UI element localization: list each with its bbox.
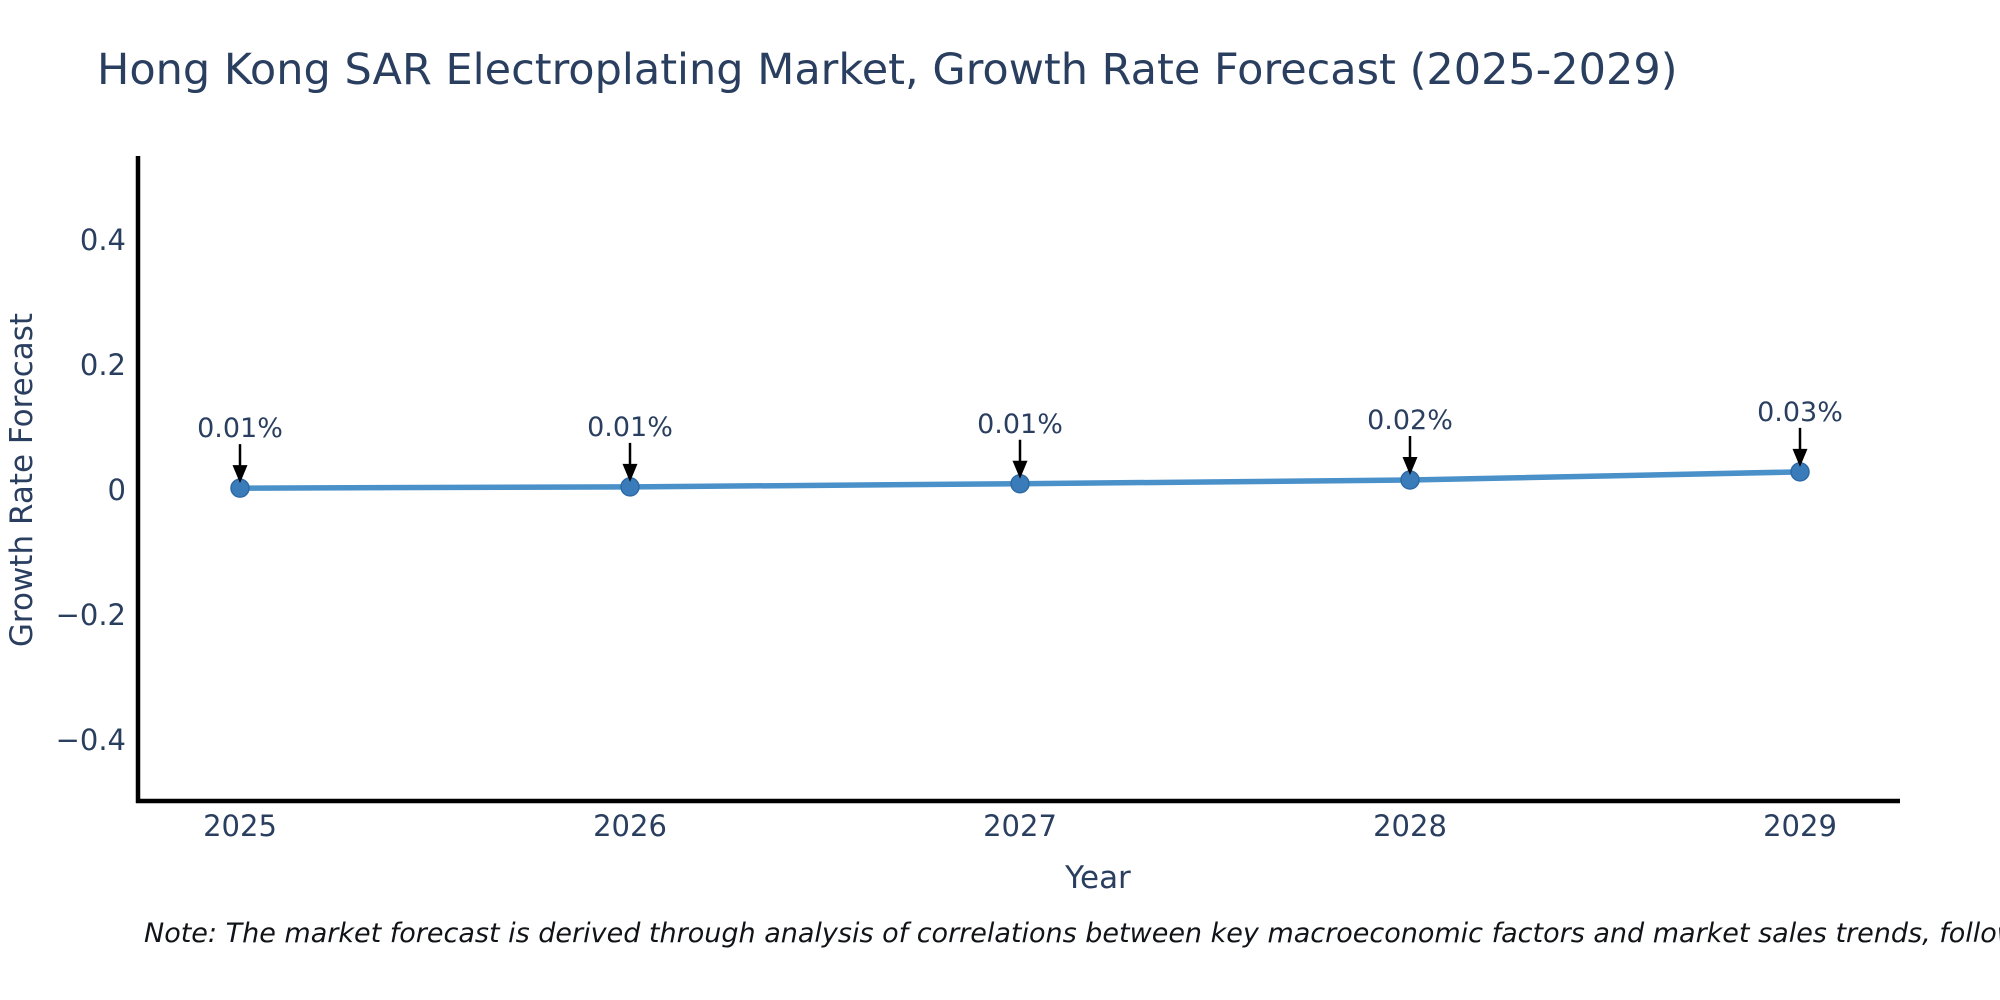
x-tick-label: 2026	[593, 809, 667, 843]
x-tick-label: 2027	[983, 809, 1057, 843]
annotation-label: 0.01%	[977, 409, 1063, 440]
x-tick-label: 2028	[1373, 809, 1447, 843]
x-tick-label: 2025	[203, 809, 277, 843]
annotation-arrowhead	[622, 463, 638, 482]
annotation-arrowhead	[1792, 448, 1808, 467]
y-tick-label: 0.4	[80, 223, 126, 257]
annotation-label: 0.01%	[197, 413, 283, 444]
annotation-arrowhead	[1402, 457, 1418, 475]
footnote: Note: The market forecast is derived thr…	[144, 918, 2000, 949]
annotation-label: 0.01%	[587, 412, 673, 443]
annotation-arrowhead	[232, 465, 248, 484]
chart-title: Hong Kong SAR Electroplating Market, Gro…	[97, 45, 1678, 95]
x-axis-title: Year	[1064, 860, 1131, 896]
y-tick-label: −0.2	[56, 598, 126, 632]
annotation-label: 0.03%	[1757, 397, 1843, 428]
y-axis-title: Growth Rate Forecast	[4, 313, 40, 647]
annotation-arrowhead	[1012, 460, 1028, 479]
y-tick-label: 0.2	[80, 348, 126, 382]
y-tick-label: 0	[108, 473, 126, 507]
y-tick-label: −0.4	[56, 723, 126, 757]
annotation-label: 0.02%	[1367, 405, 1453, 436]
x-tick-label: 2029	[1763, 809, 1837, 843]
